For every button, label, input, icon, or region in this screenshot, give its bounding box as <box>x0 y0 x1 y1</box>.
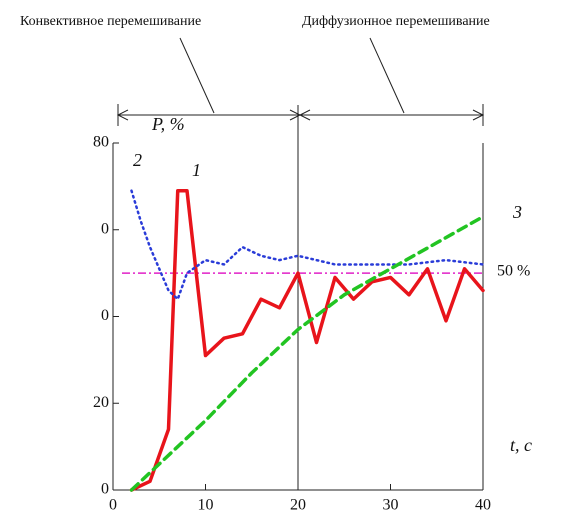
series-line <box>129 214 485 492</box>
y-tick-label: 80 <box>93 134 109 151</box>
series-line <box>130 189 485 301</box>
y-tick-label: 0 <box>101 307 109 324</box>
series-line <box>129 188 485 492</box>
series-label: 1 <box>192 160 201 180</box>
x-axis-label: t, с <box>510 435 532 455</box>
x-tick-label: 20 <box>290 497 306 514</box>
x-tick-label: 10 <box>198 497 214 514</box>
y-axis-label: P, % <box>151 114 185 134</box>
diffusion-label: Диффузионное перемешивание <box>302 14 490 29</box>
ref-label: 50 % <box>497 263 530 280</box>
brackets <box>116 37 485 126</box>
x-tick-label: 40 <box>475 497 491 514</box>
y-tick-label: 20 <box>93 394 109 411</box>
series-label: 2 <box>133 150 142 170</box>
x-tick-label: 30 <box>383 497 399 514</box>
x-tick-label: 0 <box>109 497 117 514</box>
y-tick-label: 0 <box>101 481 109 498</box>
y-tick-label: 0 <box>101 220 109 237</box>
series-label: 3 <box>512 202 522 222</box>
convective-label: Конвективное перемешивание <box>20 14 201 29</box>
